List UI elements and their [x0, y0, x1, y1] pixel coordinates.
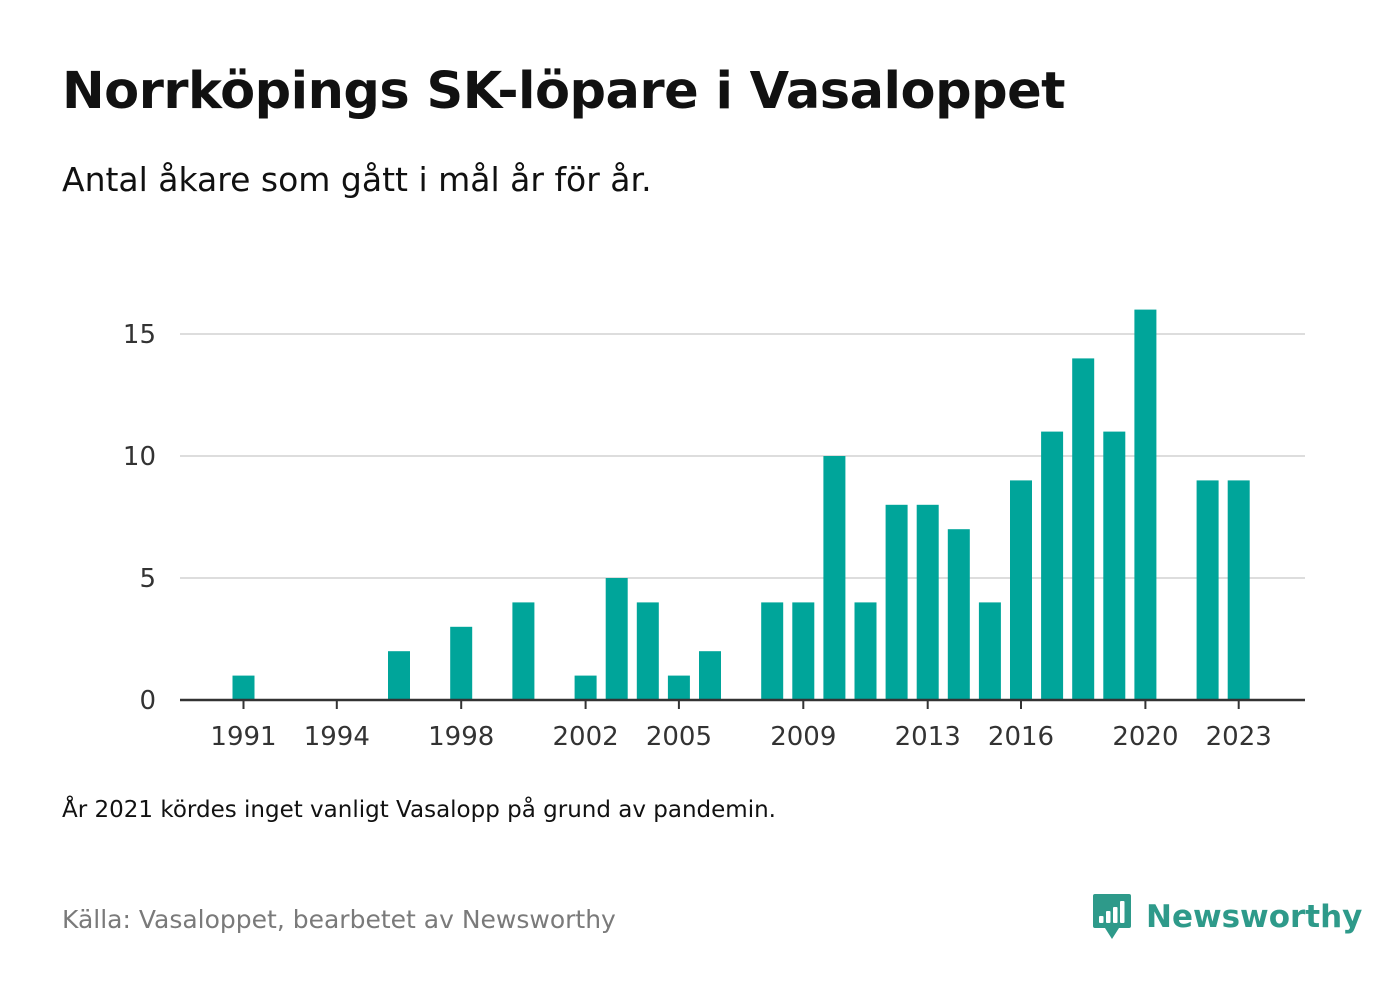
x-tick-label: 1994: [304, 722, 370, 752]
x-tick-label: 1998: [428, 722, 494, 752]
y-tick-label: 5: [139, 564, 156, 594]
chart-subtitle: Antal åkare som gått i mål år för år.: [62, 160, 652, 199]
brand-name: Newsworthy: [1146, 899, 1363, 935]
chart-title: Norrköpings SK-löpare i Vasaloppet: [62, 62, 1066, 121]
bar-2005: [667, 675, 690, 700]
x-tick-label: 2005: [646, 722, 712, 752]
bar-2014: [947, 529, 970, 700]
bar-2000: [512, 602, 535, 700]
bar-2020: [1134, 309, 1157, 700]
y-tick-labels: 0 5 10 15: [123, 320, 156, 716]
newsworthy-logo-icon: [1093, 894, 1131, 939]
bar-2002: [574, 675, 597, 700]
y-tick-label: 15: [123, 320, 156, 350]
source-credit: Källa: Vasaloppet, bearbetet av Newswort…: [62, 905, 616, 934]
y-tick-label: 0: [139, 686, 156, 716]
y-tick-label: 10: [123, 442, 156, 472]
chart-note: År 2021 kördes inget vanligt Vasalopp på…: [62, 797, 776, 823]
bar-2013: [916, 504, 939, 700]
bar-2003: [605, 578, 628, 700]
bar-2012: [885, 504, 908, 700]
brand-logo: Newsworthy: [1092, 892, 1362, 942]
bar-1991: [232, 675, 255, 700]
bars: [232, 309, 1250, 700]
x-tick-label: 2023: [1206, 722, 1272, 752]
bar-2015: [978, 602, 1001, 700]
bar-2006: [699, 651, 721, 700]
x-tick-label: 2013: [895, 722, 961, 752]
x-tick-label: 2016: [988, 722, 1054, 752]
x-tick-label: 2002: [553, 722, 619, 752]
x-tick-label: 1991: [210, 722, 276, 752]
x-tick-label: 2020: [1112, 722, 1178, 752]
bar-2016: [1010, 480, 1032, 700]
bar-1998: [450, 626, 473, 700]
x-tick-labels: 1991 1994 1998 2002 2005 2009 2013 2016 2020 2023: [210, 722, 1271, 752]
bar-2011: [854, 602, 877, 700]
bar-2017: [1041, 431, 1064, 700]
x-axis: [180, 698, 1305, 709]
x-tick-label: 2009: [770, 722, 836, 752]
bar-2018: [1072, 358, 1095, 700]
bar-2019: [1103, 431, 1126, 700]
bar-2009: [792, 602, 815, 700]
bar-2004: [636, 602, 659, 700]
bar-2008: [761, 602, 784, 700]
bar-2023: [1227, 480, 1250, 700]
bar-2022: [1196, 480, 1219, 700]
bar-2010: [823, 456, 846, 700]
bar-1996: [388, 651, 410, 700]
